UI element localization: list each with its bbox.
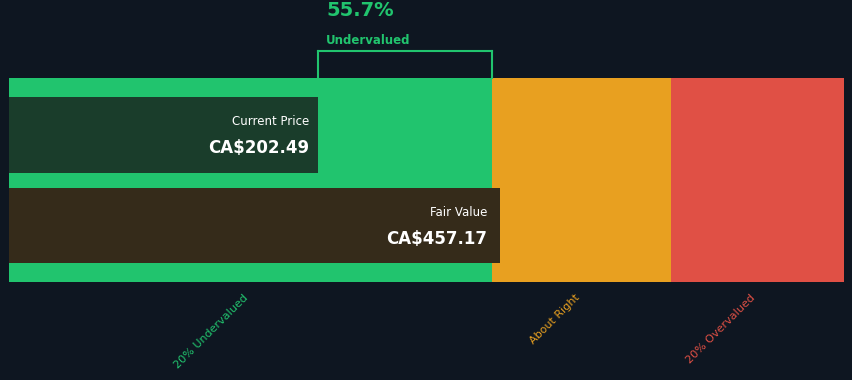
Text: CA$202.49: CA$202.49	[208, 139, 309, 157]
Bar	[9, 188, 491, 263]
Bar	[491, 97, 670, 173]
Text: 20% Overvalued: 20% Overvalued	[684, 293, 757, 366]
Bar	[670, 173, 843, 188]
Bar	[491, 173, 670, 188]
Bar	[9, 188, 499, 263]
Bar	[670, 97, 843, 173]
Bar	[670, 263, 843, 282]
Bar	[670, 188, 843, 263]
Text: CA$457.17: CA$457.17	[386, 230, 486, 248]
Text: Current Price: Current Price	[232, 115, 309, 128]
Bar	[9, 78, 491, 97]
Bar	[9, 173, 491, 188]
Bar	[9, 97, 318, 173]
Bar	[491, 188, 670, 263]
Text: 20% Undervalued: 20% Undervalued	[172, 293, 250, 370]
Bar	[670, 78, 843, 97]
Bar	[491, 263, 670, 282]
Text: Fair Value: Fair Value	[429, 206, 486, 218]
Text: Undervalued: Undervalued	[326, 34, 411, 47]
Bar	[9, 263, 491, 282]
Bar	[491, 78, 670, 97]
Text: About Right: About Right	[527, 293, 580, 346]
Bar	[9, 97, 491, 173]
Text: 55.7%: 55.7%	[326, 1, 394, 20]
